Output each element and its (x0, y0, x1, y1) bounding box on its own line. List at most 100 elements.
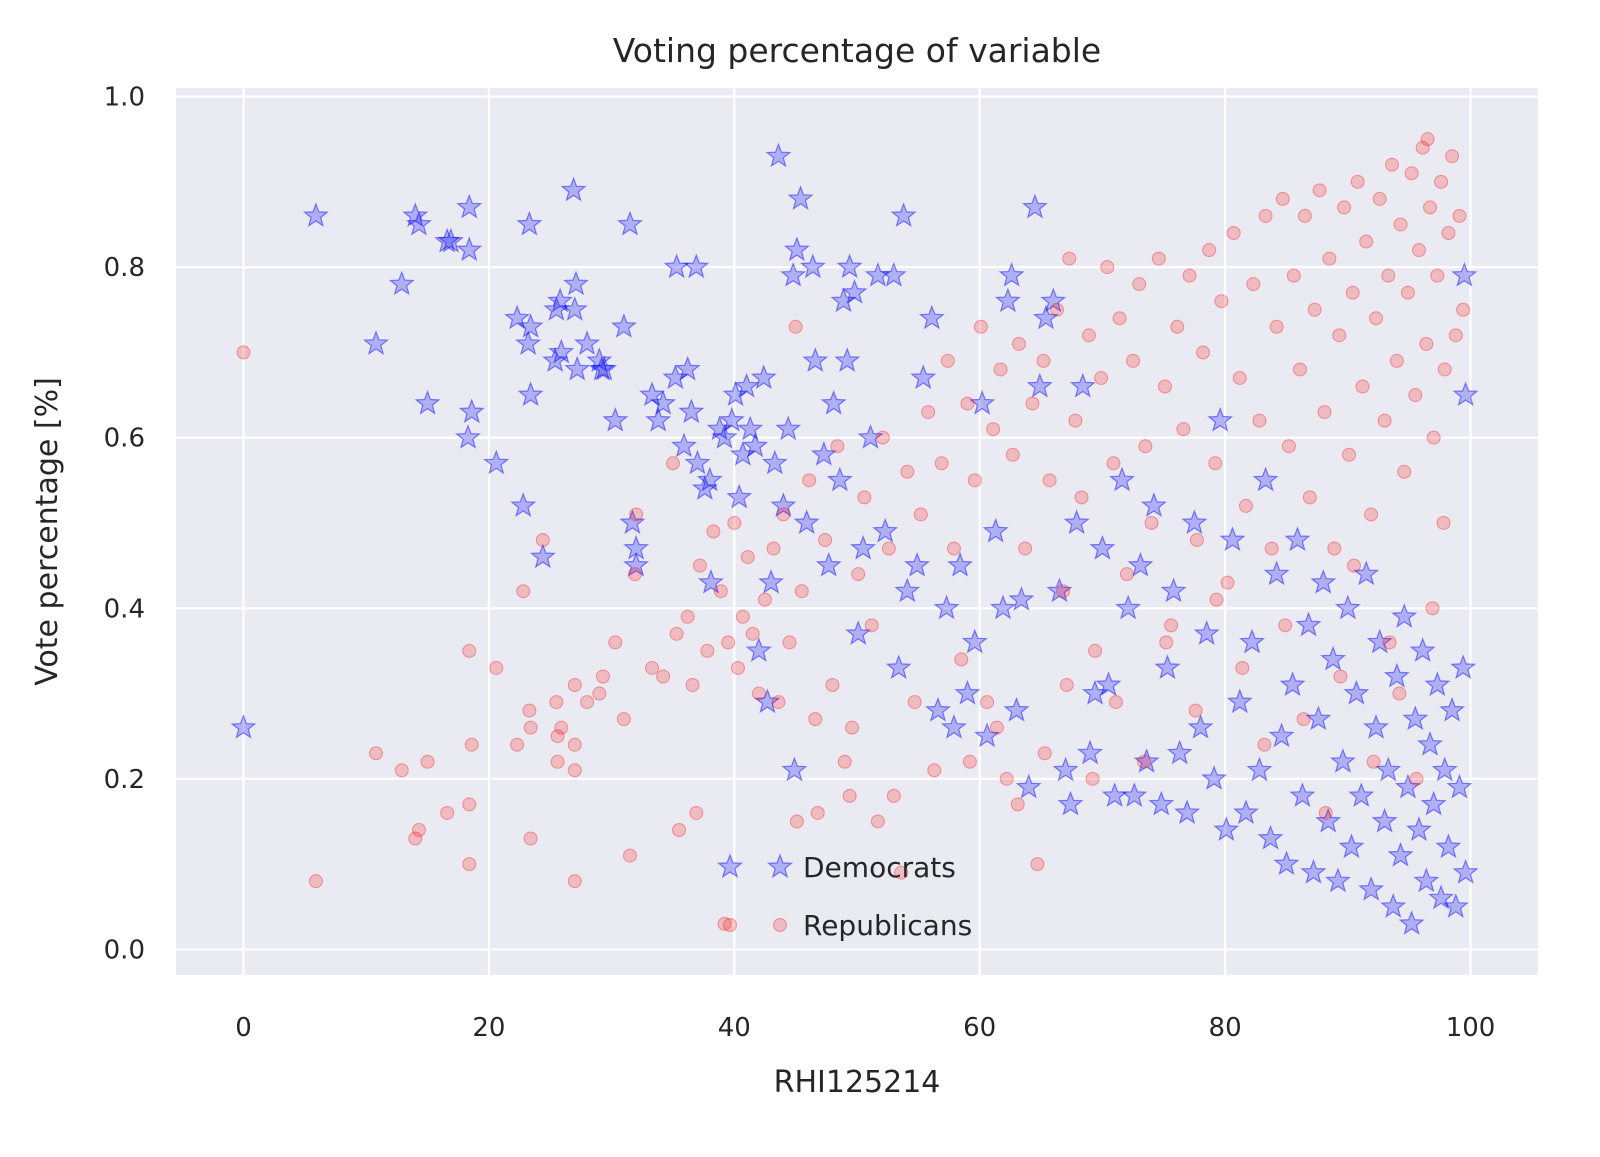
republican-point (900, 464, 915, 479)
democrat-point (639, 381, 666, 407)
democrat-point (802, 347, 829, 372)
republican-point (1409, 771, 1424, 786)
republican-point (1434, 174, 1449, 189)
democrat-point (602, 406, 629, 432)
republican-point (934, 456, 949, 471)
democrat-point (1115, 594, 1142, 620)
republican-point (1112, 311, 1127, 326)
democrat-point (561, 296, 588, 321)
republican-point (1088, 643, 1103, 658)
republican-point (999, 771, 1014, 786)
y-tick-label: 0.4 (104, 594, 145, 624)
republican-point (837, 754, 852, 769)
democrat-point (1257, 824, 1284, 850)
y-tick-label: 0.2 (104, 765, 145, 795)
democrat-point (1101, 782, 1128, 807)
democrat-point (834, 347, 861, 372)
democrat-point (894, 577, 921, 603)
republican-point (808, 712, 823, 727)
democrat-point (542, 347, 569, 372)
democrat-point (516, 210, 543, 236)
republican-point (700, 643, 715, 658)
democrat-point (933, 594, 960, 620)
x-tick-label: 40 (718, 1013, 751, 1043)
republican-point (1214, 294, 1229, 309)
republican-point (1369, 311, 1384, 326)
democrat-point (1226, 688, 1253, 714)
republican-point (886, 788, 901, 803)
republican-point (1119, 567, 1134, 582)
democrat-point (1428, 884, 1455, 910)
republican-point (1018, 541, 1033, 556)
democrat-point (998, 261, 1025, 287)
democrat-point (974, 722, 1001, 748)
democrat-point (1402, 705, 1429, 731)
republican-point (567, 678, 582, 693)
republican-point (818, 533, 833, 548)
democrat-point (1133, 748, 1160, 773)
republican-point (851, 567, 866, 582)
democrat-point (722, 381, 749, 407)
republican-point (608, 635, 623, 650)
democrat-point (1409, 637, 1436, 662)
democrat-point (1329, 748, 1356, 773)
democrat-point (697, 568, 725, 594)
democrat-point (1015, 773, 1042, 799)
democrat-point (662, 364, 689, 390)
democrat-point (1348, 782, 1375, 807)
legend-star-icon (716, 853, 744, 879)
republican-point (1318, 805, 1333, 820)
republican-point (420, 754, 435, 769)
democrat-point (1452, 381, 1479, 407)
democrat-point (1077, 739, 1104, 765)
democrat-point (1413, 867, 1440, 893)
republican-point (408, 831, 423, 846)
republican-point (656, 669, 671, 684)
grid-lines (176, 88, 1538, 975)
democrat-point (780, 261, 807, 287)
republican-point (1382, 635, 1397, 650)
democrat-point (1154, 654, 1181, 680)
republican-point (1059, 678, 1074, 693)
republican-point (864, 618, 879, 633)
democrat-point (969, 389, 996, 415)
republican-point (1062, 251, 1077, 266)
democrat-point (1371, 807, 1398, 833)
republican-point (870, 814, 885, 829)
republican-point (616, 712, 631, 727)
republican-point (1423, 200, 1438, 215)
republican-point (1246, 277, 1261, 292)
democrat-point (650, 389, 677, 415)
legend-marker-republicans (723, 918, 787, 932)
y-tick-label: 0.8 (104, 253, 145, 283)
republican-point (1005, 447, 1020, 462)
legend-item-republicans: Republicans (723, 909, 972, 942)
data-points (230, 132, 1479, 935)
republican-point (1425, 601, 1440, 616)
democrat-point (560, 176, 587, 202)
republican-point (1050, 302, 1065, 317)
democrat-point (619, 509, 646, 535)
republican-point (1419, 336, 1434, 351)
republican-point (440, 805, 455, 820)
democrat-point (1366, 628, 1393, 654)
republican-point (960, 396, 975, 411)
republican-point (462, 643, 477, 658)
democrat-point (402, 202, 429, 227)
republican-point (894, 865, 909, 880)
legend-marker-democrats (716, 853, 794, 879)
republican-point (685, 678, 700, 693)
republican-point (1042, 473, 1057, 488)
republican-point (927, 763, 942, 778)
republican-point (1350, 174, 1365, 189)
democrat-point (1166, 739, 1193, 765)
democrat-point (880, 261, 907, 287)
republican-point (1372, 191, 1387, 206)
democrat-point (1338, 833, 1365, 859)
republican-point (680, 609, 695, 624)
republican-point (1322, 251, 1337, 266)
democrat-point (910, 364, 937, 390)
democrat-point (1416, 730, 1444, 756)
democrat-point (454, 423, 482, 449)
